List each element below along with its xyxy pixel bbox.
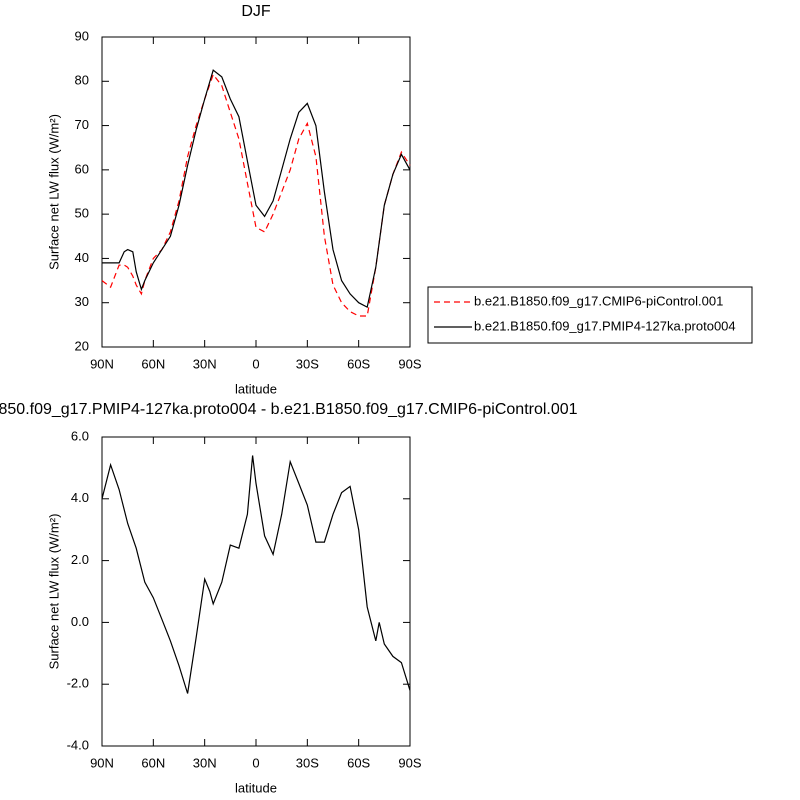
x-tick-label: 30S [296,755,319,770]
chart-title: DJF [241,3,271,20]
x-tick-label: 30N [193,755,217,770]
y-tick-label: 2.0 [71,552,89,567]
plot-frame [101,36,411,348]
x-tick-label: 60S [347,755,370,770]
y-tick-label: 40 [75,250,89,265]
x-tick-label: 60N [141,356,165,371]
x-tick-label: 30S [296,356,319,371]
y-tick-label: 6.0 [71,428,89,443]
y-axis-label: Surface net LW flux (W/m²) [46,114,61,270]
data-line [102,69,411,308]
y-tick-label: 90 [75,28,89,43]
legend-label: b.e21.B1850.f09_g17.CMIP6-piControl.001 [474,293,723,308]
y-tick-label: 50 [75,206,89,221]
x-tick-label: 90N [90,755,114,770]
y-tick-label: 70 [75,117,89,132]
y-tick-label: 30 [75,294,89,309]
x-tick-label: 0 [252,356,259,371]
legend-box [427,286,753,344]
legend-label: b.e21.B1850.f09_g17.PMIP4-127ka.proto004 [474,318,736,333]
x-axis-label: latitude [235,381,277,396]
x-tick-label: 90S [398,356,421,371]
chart-title: b.e21.B1850.f09_g17.PMIP4-127ka.proto004… [0,401,578,418]
y-tick-label: -2.0 [67,676,89,691]
x-tick-label: 90S [398,755,421,770]
y-tick-label: 20 [75,338,89,353]
data-line [101,455,411,694]
y-tick-label: 80 [75,73,89,88]
x-tick-label: 60N [141,755,165,770]
y-tick-label: 60 [75,161,89,176]
x-tick-label: 90N [90,356,114,371]
y-tick-label: -4.0 [67,737,89,752]
x-tick-label: 60S [347,356,370,371]
y-axis-label: Surface net LW flux (W/m²) [46,514,61,670]
y-tick-label: 0.0 [71,614,89,629]
x-tick-label: 0 [252,755,259,770]
y-tick-label: 4.0 [71,490,89,505]
data-line [101,73,411,317]
x-tick-label: 30N [193,356,217,371]
x-axis-label: latitude [235,780,277,795]
